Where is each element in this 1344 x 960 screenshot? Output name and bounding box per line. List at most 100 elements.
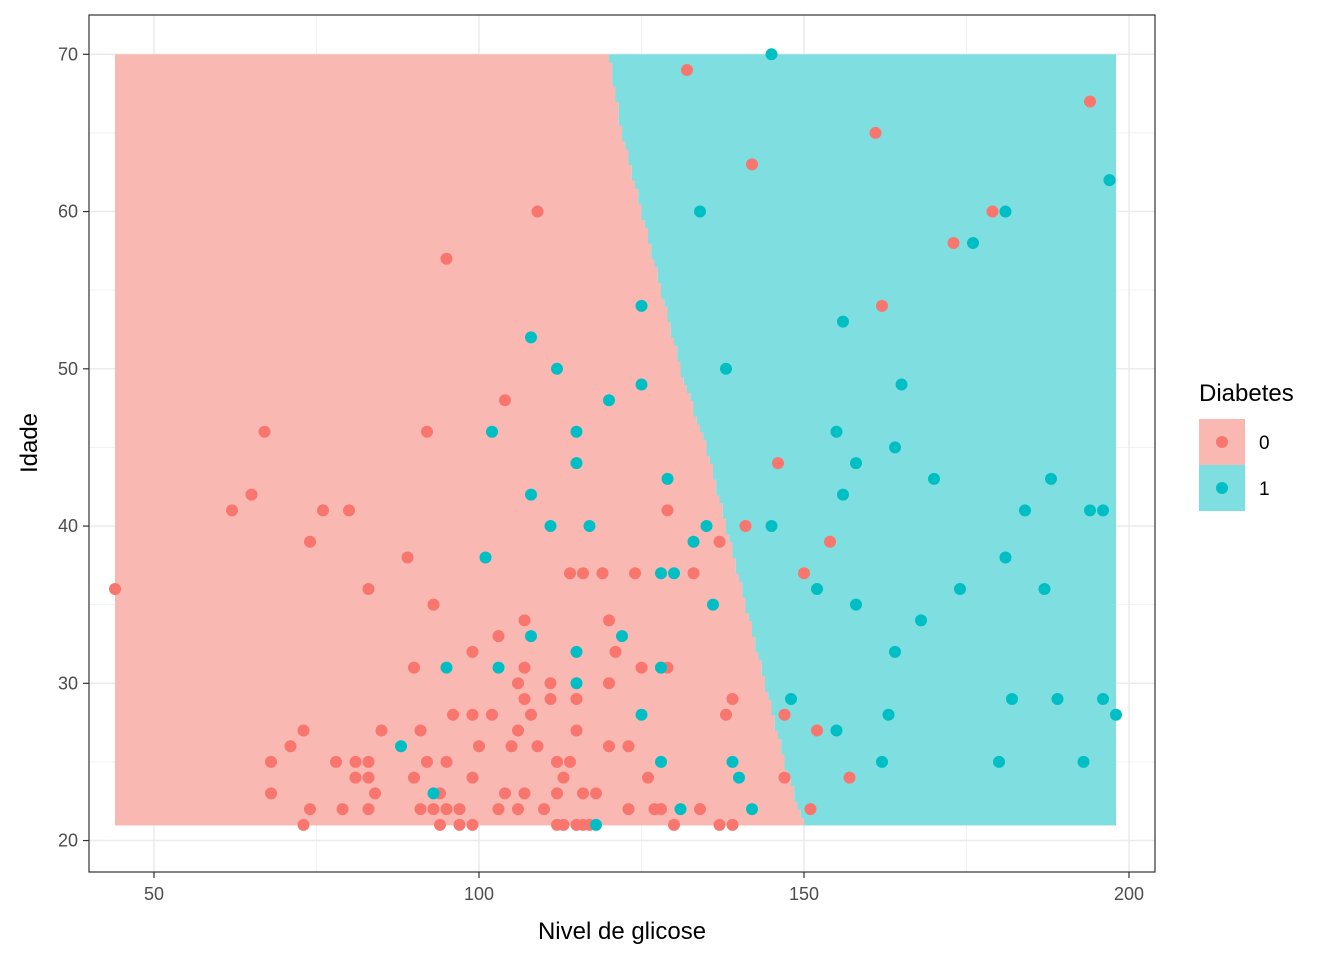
region-0-strip	[115, 258, 655, 268]
region-1-strip	[622, 125, 1116, 134]
point-diabetes-1	[635, 378, 648, 391]
point-diabetes-0	[596, 567, 609, 580]
region-0-strip	[115, 400, 694, 409]
region-0-strip	[115, 172, 632, 181]
point-diabetes-1	[395, 740, 407, 753]
point-diabetes-0	[330, 755, 342, 768]
point-diabetes-0	[551, 787, 563, 800]
region-0-strip	[115, 203, 642, 213]
point-diabetes-0	[564, 567, 576, 580]
region-1-strip	[693, 408, 1116, 417]
point-diabetes-1	[570, 645, 583, 658]
point-diabetes-1	[733, 771, 745, 784]
point-diabetes-0	[440, 252, 453, 265]
region-0-strip	[115, 557, 736, 566]
region-1-strip	[609, 54, 1116, 63]
point-diabetes-1	[746, 803, 758, 816]
point-diabetes-0	[713, 535, 726, 548]
legend-point-1	[1216, 482, 1228, 494]
point-diabetes-1	[954, 582, 966, 595]
region-0-strip	[115, 93, 616, 103]
region-0-strip	[115, 588, 743, 598]
point-diabetes-1	[830, 724, 843, 737]
point-diabetes-0	[362, 582, 375, 595]
y-tick-label: 40	[58, 516, 78, 536]
point-diabetes-1	[765, 520, 778, 533]
point-diabetes-1	[765, 48, 778, 61]
region-0-strip	[115, 180, 635, 189]
region-0-strip	[115, 70, 613, 79]
point-diabetes-0	[551, 755, 563, 768]
point-diabetes-0	[564, 755, 576, 768]
point-diabetes-0	[518, 787, 531, 800]
point-diabetes-1	[1077, 755, 1090, 768]
region-1-strip	[670, 321, 1116, 331]
region-0-strip	[115, 714, 775, 724]
region-1-strip	[735, 565, 1116, 574]
region-1-strip	[722, 510, 1116, 519]
point-diabetes-1	[1084, 504, 1096, 517]
region-0-strip	[115, 494, 720, 504]
region-1-strip	[739, 573, 1116, 582]
region-1-strip	[748, 612, 1116, 622]
y-tick-label: 70	[58, 44, 78, 64]
region-0-strip	[115, 651, 759, 661]
region-1-strip	[670, 329, 1116, 338]
point-diabetes-1	[655, 755, 667, 768]
point-diabetes-0	[629, 567, 641, 580]
point-diabetes-1	[486, 425, 498, 438]
region-0-strip	[115, 746, 782, 755]
region-0-strip	[115, 423, 700, 433]
point-diabetes-0	[284, 740, 297, 753]
region-0-strip	[115, 140, 626, 150]
point-diabetes-0	[609, 645, 622, 658]
point-diabetes-1	[1097, 504, 1109, 517]
region-1-strip	[726, 526, 1116, 535]
region-1-strip	[709, 455, 1116, 464]
point-diabetes-1	[811, 582, 823, 595]
point-diabetes-1	[895, 378, 908, 391]
region-0-strip	[115, 659, 762, 669]
region-0-strip	[115, 329, 671, 338]
region-1-strip	[677, 345, 1116, 354]
point-diabetes-1	[492, 661, 505, 674]
point-diabetes-0	[544, 677, 557, 690]
point-diabetes-0	[109, 582, 121, 595]
region-1-strip	[667, 313, 1116, 323]
x-tick-label: 50	[144, 884, 164, 904]
plot-panel	[88, 14, 1156, 873]
point-diabetes-0	[577, 567, 589, 580]
point-diabetes-1	[707, 598, 719, 611]
point-diabetes-0	[720, 708, 732, 721]
point-diabetes-0	[739, 520, 752, 533]
region-1-strip	[677, 353, 1116, 362]
point-diabetes-1	[655, 567, 667, 580]
region-1-strip	[618, 117, 1116, 126]
region-0-strip	[115, 148, 629, 158]
region-1-strip	[774, 714, 1116, 724]
region-1-strip	[664, 298, 1116, 307]
region-0-strip	[115, 620, 752, 629]
point-diabetes-0	[408, 661, 420, 674]
point-diabetes-0	[798, 567, 810, 580]
region-1-strip	[771, 706, 1116, 716]
region-0-strip	[115, 541, 733, 551]
point-diabetes-0	[343, 504, 355, 517]
region-1-strip	[612, 62, 1116, 71]
point-diabetes-0	[726, 818, 739, 831]
point-diabetes-0	[427, 803, 440, 816]
region-1-strip	[654, 258, 1116, 268]
legend-label-1: 1	[1259, 479, 1270, 500]
point-diabetes-1	[694, 205, 706, 218]
point-diabetes-0	[681, 64, 693, 77]
point-diabetes-1	[1103, 174, 1116, 187]
region-0-strip	[115, 455, 710, 464]
region-1-strip	[641, 203, 1116, 213]
point-diabetes-1	[1110, 708, 1122, 721]
point-diabetes-1	[616, 630, 628, 643]
region-0-strip	[115, 125, 622, 134]
region-0-strip	[115, 636, 756, 645]
point-diabetes-1	[427, 787, 440, 800]
region-1-strip	[787, 769, 1116, 779]
